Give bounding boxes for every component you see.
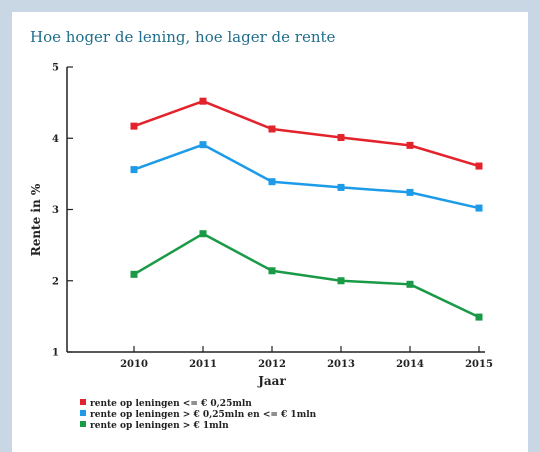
legend-label: rente op leningen > € 1mln (90, 421, 229, 431)
x-tick-label: 2012 (258, 359, 286, 370)
y-tick-label: 1 (52, 348, 59, 359)
legend-label: rente op leningen <= € 0,25mln (90, 399, 252, 409)
data-point (406, 280, 414, 288)
y-axis-title: Rente in % (29, 183, 43, 256)
y-ticks: 1 2 3 4 5 (52, 63, 73, 359)
legend-swatch (80, 410, 86, 416)
legend-swatch (80, 421, 86, 427)
data-point (130, 122, 138, 130)
x-tick-label: 2014 (396, 359, 424, 370)
data-point (130, 270, 138, 278)
data-point (475, 204, 483, 212)
series-line (133, 232, 480, 319)
x-tick-label: 2010 (120, 359, 148, 370)
legend-label: rente op leningen > € 0,25mln en <= € 1m… (90, 410, 317, 420)
x-ticks: 2010 2011 2012 2013 2014 2015 (120, 346, 493, 370)
data-point (406, 188, 414, 196)
data-point (475, 162, 483, 170)
data-point (337, 183, 345, 191)
y-tick-label: 2 (52, 276, 59, 287)
data-point (268, 125, 276, 133)
series-1 (130, 97, 483, 170)
legend-swatch (80, 399, 86, 405)
data-point (199, 230, 207, 238)
data-point (337, 134, 345, 142)
y-tick-label: 5 (52, 63, 59, 74)
y-tick-label: 3 (52, 205, 59, 216)
x-tick-label: 2013 (327, 359, 355, 370)
data-point (130, 166, 138, 174)
series-layer (130, 97, 483, 321)
y-tick-label: 4 (52, 134, 59, 145)
series-2 (130, 141, 483, 212)
chart-panel: Hoe hoger de lening, hoe lager de rente … (12, 12, 528, 452)
line-chart: Hoe hoger de lening, hoe lager de rente … (29, 28, 493, 431)
data-point (268, 267, 276, 275)
series-line (133, 99, 480, 168)
data-point (475, 313, 483, 321)
data-point (199, 97, 207, 105)
axes (66, 67, 485, 353)
data-point (337, 277, 345, 285)
series-line (133, 143, 480, 210)
series-3 (130, 230, 483, 321)
x-tick-label: 2011 (189, 359, 217, 370)
chart-title: Hoe hoger de lening, hoe lager de rente (30, 28, 336, 46)
data-point (199, 141, 207, 149)
x-tick-label: 2015 (465, 359, 493, 370)
x-axis-title: Jaar (257, 374, 286, 388)
data-point (406, 141, 414, 149)
data-point (268, 178, 276, 186)
